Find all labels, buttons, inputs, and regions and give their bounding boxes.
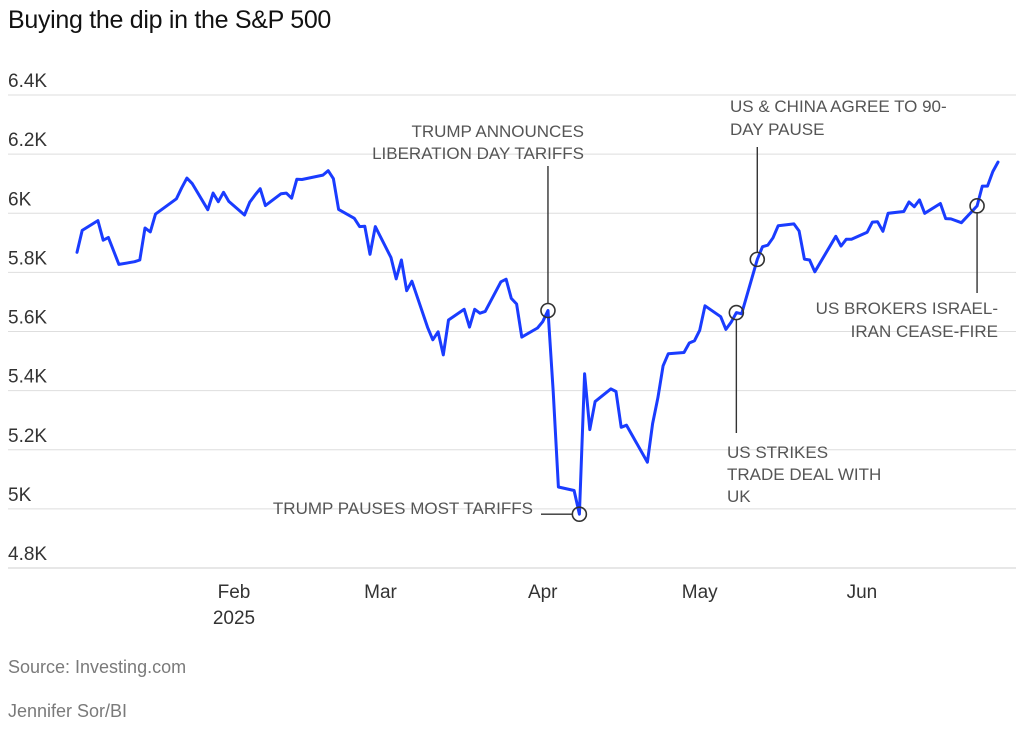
- y-tick-label: 5.8K: [8, 248, 47, 269]
- x-axis-ticks: Feb 2025 Mar Apr May Jun: [213, 582, 877, 629]
- annotation-marker: [749, 251, 766, 268]
- source-note: Source: Investing.com: [8, 657, 187, 677]
- annotation-markers: [540, 198, 985, 522]
- annotation-label: UK: [727, 487, 751, 506]
- line-chart: 6.4K 6.2K 6K 5.8K 5.6K 5.4K 5.2K 5K 4.8K Feb 2025…: [8, 71, 1016, 629]
- x-tick-label: Jun: [847, 582, 878, 603]
- x-tick-label: Mar: [364, 582, 397, 603]
- y-axis-ticks: 6.4K 6.2K 6K 5.8K 5.6K 5.4K 5.2K 5K 4.8K: [8, 71, 47, 565]
- y-tick-label: 6K: [8, 189, 32, 210]
- y-tick-label: 4.8K: [8, 544, 47, 565]
- annotation-label: US & CHINA AGREE TO 90-: [730, 97, 947, 116]
- annotation-label: TRADE DEAL WITH: [727, 465, 881, 484]
- annotation-marker: [571, 506, 588, 522]
- annotation-label: US BROKERS ISRAEL-: [816, 299, 998, 318]
- y-tick-label: 5K: [8, 485, 32, 506]
- grid-lines: [8, 94, 1016, 569]
- y-tick-label: 6.2K: [8, 130, 47, 151]
- x-tick-label: May: [682, 582, 718, 603]
- x-tick-label: Apr: [528, 582, 558, 603]
- annotation-label: DAY PAUSE: [730, 120, 824, 139]
- annotation-label: US STRIKES: [727, 443, 828, 462]
- chart-title: Buying the dip in the S&P 500: [8, 6, 332, 34]
- annotation-label: IRAN CEASE-FIRE: [851, 322, 998, 341]
- series-line-sp500: [75, 160, 1000, 516]
- x-tick-sublabel: 2025: [213, 608, 255, 629]
- annotation-marker: [540, 302, 556, 319]
- y-tick-label: 6.4K: [8, 71, 47, 92]
- annotation-leaders: [541, 147, 978, 515]
- annotation-label: TRUMP ANNOUNCES: [411, 122, 584, 141]
- annotation-marker: [969, 198, 985, 214]
- y-tick-label: 5.4K: [8, 367, 47, 388]
- annotation-marker: [728, 304, 745, 321]
- annotation-label: TRUMP PAUSES MOST TARIFFS: [273, 499, 533, 518]
- x-tick-label: Feb: [218, 582, 251, 603]
- annotation-labels: TRUMP ANNOUNCES LIBERATION DAY TARIFFS TRU…: [273, 97, 998, 518]
- y-tick-label: 5.2K: [8, 426, 47, 447]
- credit-note: Jennifer Sor/BI: [8, 701, 128, 721]
- y-tick-label: 5.6K: [8, 308, 47, 329]
- annotation-label: LIBERATION DAY TARIFFS: [372, 144, 584, 163]
